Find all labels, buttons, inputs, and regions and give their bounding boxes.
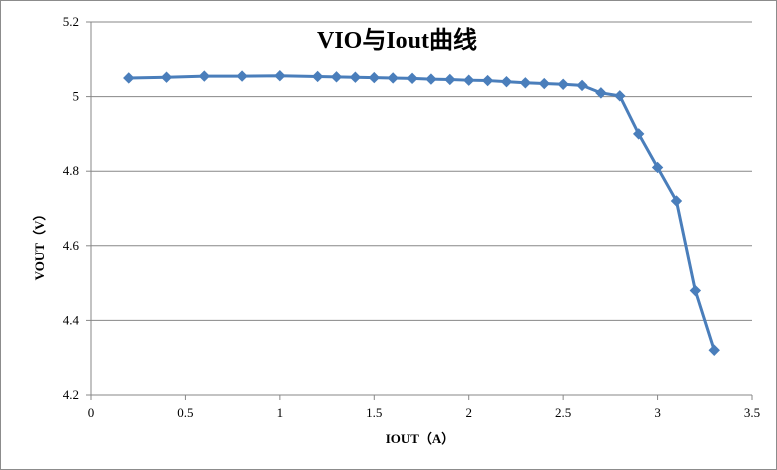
- data-point-marker: [311, 70, 324, 83]
- x-tick-label-5: 2.5: [555, 405, 571, 420]
- data-point-marker: [463, 74, 475, 86]
- x-tick-label-7: 3.5: [744, 405, 760, 420]
- y-tick-label-0: 4.2: [63, 387, 79, 402]
- data-point-marker: [330, 71, 343, 83]
- x-tick-label-0: 0: [88, 405, 95, 420]
- data-point-marker: [481, 74, 494, 87]
- series-group: [123, 70, 720, 356]
- data-point-marker: [274, 70, 286, 82]
- data-point-marker: [368, 71, 380, 84]
- y-tick-label-4: 5: [73, 89, 80, 104]
- data-point-marker: [500, 75, 513, 88]
- x-tick-label-3: 1.5: [366, 405, 382, 420]
- tick-labels: 4.2 4.4 4.6 4.8 5 5.2 0 0.5 1 1.5 2 2.5 3 3.5: [63, 14, 760, 420]
- data-point-marker: [406, 72, 418, 85]
- chart-title: VIO与Iout曲线: [317, 27, 477, 54]
- data-point-marker: [689, 284, 702, 297]
- data-point-marker: [651, 161, 664, 174]
- data-point-marker: [444, 73, 456, 86]
- data-point-marker: [576, 79, 588, 92]
- y-tick-label-5: 5.2: [63, 14, 79, 29]
- data-point-marker: [349, 71, 362, 83]
- x-tick-label-1: 0.5: [177, 405, 193, 420]
- x-tick-label-6: 3: [654, 405, 661, 420]
- data-point-marker: [538, 77, 550, 90]
- x-axis-title: IOUT（A）: [386, 431, 455, 446]
- data-point-marker: [123, 72, 135, 84]
- y-axis-title: VOUT（V）: [32, 208, 47, 281]
- data-point-marker: [632, 128, 645, 140]
- y-tick-label-3: 4.8: [63, 163, 79, 178]
- data-point-marker: [557, 78, 569, 90]
- x-tick-label-4: 2: [465, 405, 472, 420]
- data-point-marker: [387, 72, 399, 84]
- data-point-marker: [160, 71, 173, 83]
- data-point-marker: [614, 90, 626, 102]
- y-tick-label-1: 4.4: [63, 312, 80, 327]
- data-point-marker: [595, 87, 607, 99]
- data-point-marker: [236, 70, 248, 82]
- data-point-marker: [198, 70, 211, 82]
- gridlines: [91, 21, 752, 321]
- x-tick-label-2: 1: [277, 405, 284, 420]
- data-point-marker: [708, 344, 720, 356]
- axes: [86, 21, 753, 400]
- data-point-marker: [670, 195, 683, 207]
- series-line-0: [128, 74, 716, 351]
- y-tick-label-2: 4.6: [63, 238, 80, 253]
- data-point-marker: [519, 77, 532, 89]
- data-point-marker: [425, 73, 437, 85]
